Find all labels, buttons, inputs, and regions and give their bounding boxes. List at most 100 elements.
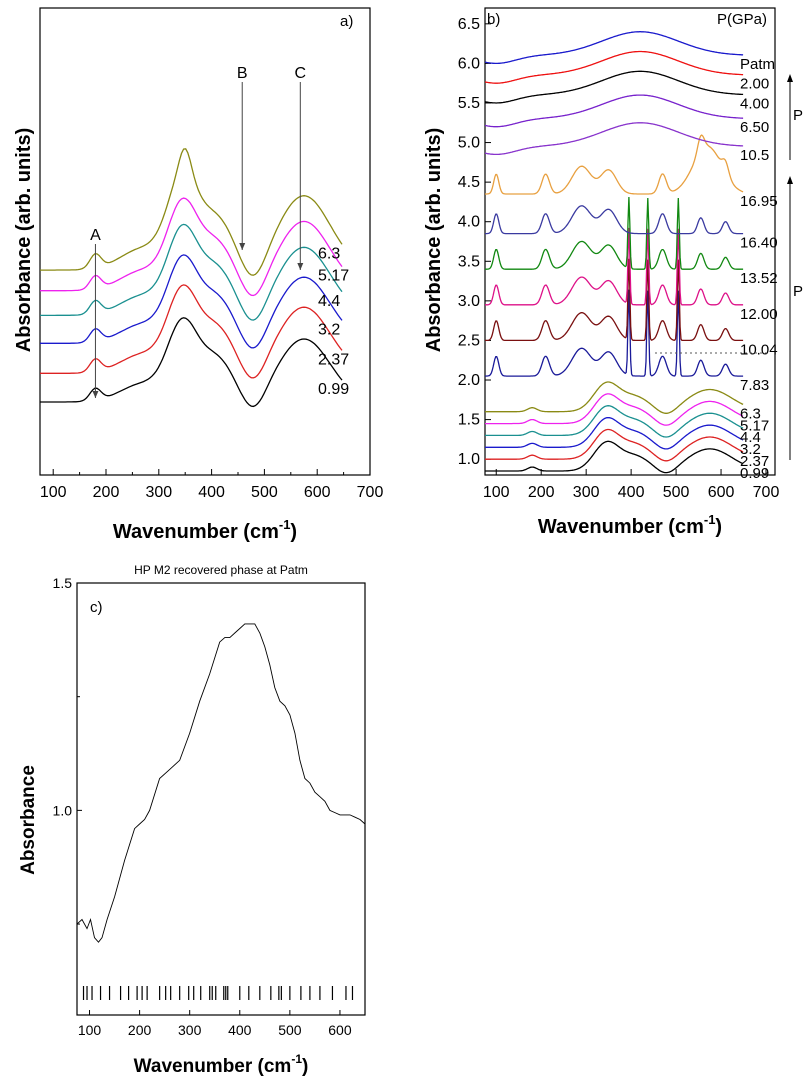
x-tick-label-c: 600 — [328, 1022, 352, 1038]
series-line-b-Patm — [484, 31, 744, 65]
series-line-b-12.00 — [485, 227, 744, 306]
series-label-b: 16.40 — [740, 235, 778, 252]
series-line-recovered-phase — [76, 623, 366, 943]
x-axis-label-a: Wavenumber (cm-1) — [113, 517, 297, 543]
series-label-b: 0.99 — [740, 465, 769, 482]
legend-title-b: P(GPa) — [717, 11, 767, 28]
x-tick-label-b: 500 — [663, 484, 690, 501]
series-label-b: 10.04 — [740, 341, 778, 358]
series-line-b-2.37 — [485, 428, 744, 462]
series-line-b-6.3 — [485, 381, 744, 414]
series-line-b-0.99 — [485, 440, 744, 474]
series-line-a-3.2 — [40, 254, 343, 349]
chart-panel-c: HP M2 recovered phase at Patm c) 100 200 3… — [18, 563, 366, 1077]
series-line-a-0.99 — [40, 317, 343, 408]
series-label-b: Patm — [740, 56, 775, 73]
y-tick-label-b: 5.5 — [458, 95, 480, 112]
x-tick-label-b: 200 — [528, 484, 555, 501]
series-label-b: 5.17 — [740, 417, 769, 434]
plot-frame-a — [39, 7, 371, 476]
x-tick-label-c: 200 — [128, 1022, 152, 1038]
y-tick-label-b: 2.5 — [458, 332, 480, 349]
series-label-a: 0.99 — [318, 381, 349, 398]
y-tick-label-b: 4.0 — [458, 214, 480, 231]
series-label-b: 12.00 — [740, 306, 778, 323]
y-tick-label-b: 2.0 — [458, 372, 480, 389]
series-label-b: 2.37 — [740, 453, 769, 470]
series-label-b: 3.2 — [740, 441, 761, 458]
annotation-arrowhead-a — [239, 243, 246, 250]
arrowhead-lower — [787, 176, 793, 184]
series-label-b: 4.00 — [740, 95, 769, 112]
series-line-b-10.5 — [484, 122, 744, 156]
series-line-a-6.3 — [40, 148, 343, 276]
x-tick-label-b: 700 — [753, 484, 780, 501]
series-line-b-3.2 — [485, 416, 744, 450]
series-line-b-5.17 — [485, 393, 744, 426]
y-axis-label-a: Absorbance (arb. units) — [13, 128, 35, 352]
arrowhead-upper — [787, 74, 793, 82]
x-tick-label-b: 400 — [618, 484, 645, 501]
y-tick-label-b: 3.5 — [458, 253, 480, 270]
y-tick-label-b: 4.5 — [458, 174, 480, 191]
plot-frame-c — [76, 582, 366, 1016]
annotation-label-a: B — [237, 65, 248, 82]
x-tick-label-a: 600 — [304, 484, 331, 501]
x-tick-label-a: 300 — [145, 484, 172, 501]
panel-label-b: b) — [487, 11, 500, 28]
panel-label-a: a) — [340, 13, 353, 30]
y-tick-label-b: 3.0 — [458, 293, 480, 310]
y-tick-label-c: 1.0 — [53, 802, 73, 818]
series-line-b-10.04 — [485, 258, 744, 342]
panel-label-c: c) — [90, 599, 103, 616]
y-tick-label-b: 5.0 — [458, 135, 480, 152]
x-tick-label-a: 200 — [93, 484, 120, 501]
y-tick-label-c: 1.5 — [53, 575, 73, 591]
series-line-b-16.95 — [485, 134, 744, 195]
y-tick-label-b: 1.5 — [458, 412, 480, 429]
series-line-a-4.4 — [40, 223, 343, 321]
series-line-b-4.4 — [485, 405, 744, 438]
chart-panel-a: a) 100 200 300 400 500 600 700 0.99 2.37 3.2 4.4 5… — [13, 7, 384, 543]
x-tick-label-c: 300 — [178, 1022, 202, 1038]
series-label-a: 6.3 — [318, 245, 340, 262]
y-axis-label-c: Absorbance — [18, 765, 39, 875]
series-label-b: 13.52 — [740, 270, 778, 287]
series-line-b-4.00 — [484, 70, 744, 104]
x-tick-label-c: 400 — [228, 1022, 252, 1038]
series-label-a: 3.2 — [318, 321, 340, 338]
series-line-b-13.52 — [485, 196, 744, 270]
x-tick-label-a: 700 — [357, 484, 384, 501]
series-line-b-6.50 — [484, 94, 744, 128]
series-label-a: 4.4 — [318, 293, 340, 310]
series-line-b-16.40 — [485, 205, 744, 235]
series-line-a-5.17 — [40, 197, 343, 297]
plot-frame-b — [484, 7, 776, 476]
x-tick-label-a: 100 — [40, 484, 67, 501]
annotation-arrowhead-a — [297, 263, 304, 270]
series-label-b: 7.83 — [740, 377, 769, 394]
x-tick-label-b: 300 — [573, 484, 600, 501]
y-tick-label-b: 6.5 — [458, 16, 480, 33]
x-tick-label-c: 500 — [278, 1022, 302, 1038]
series-label-b: 2.00 — [740, 76, 769, 93]
x-tick-label-b: 100 — [483, 484, 510, 501]
annotation-label-a: C — [295, 65, 307, 82]
y-tick-label-b: 6.0 — [458, 55, 480, 72]
x-axis-label-b: Wavenumber (cm-1) — [538, 512, 722, 538]
y-axis-label-b: Absorbance (arb. units) — [423, 128, 445, 352]
pressure-label-upper: P — [793, 107, 803, 124]
annotation-arrowhead-a — [92, 391, 99, 398]
annotation-label-a: A — [90, 227, 101, 244]
x-tick-label-a: 400 — [198, 484, 225, 501]
series-label-a: 2.37 — [318, 351, 349, 368]
series-label-a: 5.17 — [318, 268, 349, 285]
x-axis-label-c: Wavenumber (cm-1) — [134, 1052, 309, 1077]
chart-title-c: HP M2 recovered phase at Patm — [134, 563, 308, 577]
series-line-b-2.00 — [484, 50, 744, 84]
pressure-label-lower: P — [793, 283, 803, 300]
series-line-b-7.83 — [485, 289, 744, 377]
series-label-b: 16.95 — [740, 193, 778, 210]
x-tick-label-b: 600 — [708, 484, 735, 501]
